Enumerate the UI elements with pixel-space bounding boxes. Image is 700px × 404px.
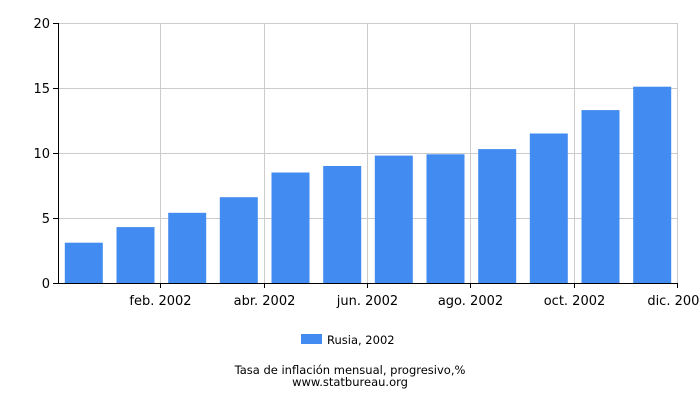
x-tick-label: feb. 2002 <box>129 294 191 309</box>
legend-label: Rusia, 2002 <box>327 333 395 347</box>
bar-sep-2002[interactable] <box>478 149 517 283</box>
bar-ago-2002[interactable] <box>426 154 465 283</box>
bar-nov-2002[interactable] <box>581 110 620 283</box>
x-tick-label: jun. 2002 <box>336 294 398 309</box>
y-tick-label: 15 <box>33 82 50 97</box>
bar-mar-2002[interactable] <box>168 212 207 283</box>
x-tick-label: oct. 2002 <box>544 294 606 309</box>
bars <box>64 86 672 284</box>
grid-lines <box>58 23 678 283</box>
bar-may-2002[interactable] <box>271 172 310 284</box>
bar-abr-2002[interactable] <box>219 197 258 283</box>
bar-feb-2002[interactable] <box>116 227 155 283</box>
source-link[interactable]: www.statbureau.org <box>292 375 408 389</box>
bar-jul-2002[interactable] <box>374 155 413 283</box>
bar-ene-2002[interactable] <box>64 242 103 283</box>
y-tick-label: 20 <box>33 17 50 32</box>
bar-dic-2002[interactable] <box>633 86 672 283</box>
y-tick-label: 10 <box>33 147 50 162</box>
x-tick-label: abr. 2002 <box>234 294 296 309</box>
bar-jun-2002[interactable] <box>323 166 362 283</box>
y-tick-label: 0 <box>42 277 50 292</box>
x-tick-label: ago. 2002 <box>438 294 503 309</box>
x-tick-label: dic. 2002 <box>647 294 700 309</box>
y-tick-label: 5 <box>42 212 50 227</box>
legend-swatch <box>301 334 322 344</box>
legend: Rusia, 2002 <box>301 333 395 347</box>
chart-title: Tasa de inflación mensual, progresivo,% <box>234 363 466 377</box>
bar-oct-2002[interactable] <box>529 133 568 284</box>
axes: 0 5 10 15 20 feb. 2002 abr. 2002 jun. 2002 ago. … <box>33 17 700 309</box>
